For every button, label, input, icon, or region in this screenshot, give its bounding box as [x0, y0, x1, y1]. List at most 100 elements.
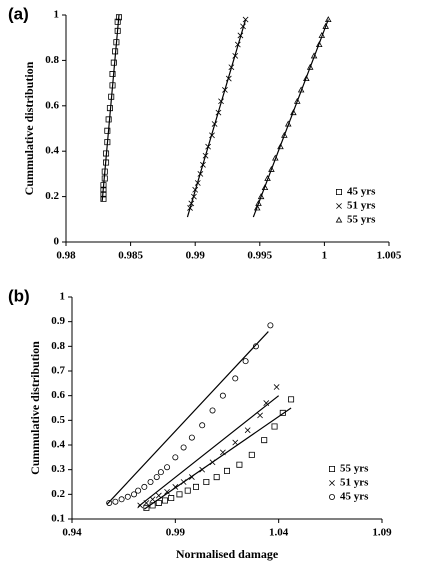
data-point	[168, 495, 175, 502]
data-point	[172, 454, 179, 461]
legend-marker	[335, 216, 343, 223]
y-tick-label: 0.8	[45, 54, 59, 66]
fit-line	[101, 14, 120, 202]
data-point	[105, 116, 112, 123]
data-point	[211, 121, 218, 127]
x-tick-label: 1	[322, 250, 328, 262]
data-point	[164, 488, 170, 495]
data-point	[112, 498, 119, 505]
data-point	[310, 52, 318, 59]
data-point	[273, 384, 280, 390]
data-point	[108, 93, 115, 100]
data-point	[263, 400, 270, 406]
legend-marker	[328, 494, 336, 500]
data-point	[261, 184, 269, 190]
data-point	[104, 139, 111, 146]
y-tick-label: 0.3	[51, 463, 65, 475]
data-point	[157, 469, 164, 476]
data-point	[153, 474, 160, 481]
data-point	[257, 412, 263, 419]
x-tick-label: 0.94	[62, 527, 82, 539]
data-point	[106, 500, 113, 506]
y-axis-label: Cummulative distribution	[28, 341, 42, 475]
y-tick-label: 0.1	[51, 513, 65, 525]
data-point	[199, 422, 206, 429]
data-point	[188, 434, 195, 441]
data-point	[114, 27, 121, 34]
data-point	[124, 493, 131, 500]
data-point	[242, 16, 249, 23]
data-point	[225, 75, 232, 82]
data-point	[199, 466, 206, 473]
y-tick-label: 1	[60, 291, 66, 303]
data-point	[244, 427, 251, 434]
data-point	[205, 143, 212, 150]
data-point	[172, 484, 179, 490]
panel-label: (a)	[8, 4, 29, 23]
data-point	[180, 479, 187, 485]
x-tick-label: 1.09	[372, 527, 392, 539]
data-point	[234, 41, 241, 48]
x-tick-label: 0.985	[118, 250, 143, 262]
data-point	[252, 343, 259, 350]
legend-marker	[329, 480, 335, 486]
data-point	[176, 491, 183, 498]
y-tick-label: 0.6	[51, 389, 65, 401]
data-point	[232, 439, 239, 446]
legend-marker	[336, 203, 342, 209]
data-point	[261, 437, 268, 444]
data-point	[215, 109, 222, 116]
data-point	[143, 500, 150, 506]
x-tick-label: 0.98	[56, 250, 76, 262]
legend-label: 51 yrs	[340, 477, 369, 489]
data-point	[209, 407, 216, 414]
legend-label: 45 yrs	[340, 491, 369, 503]
data-point	[281, 131, 288, 138]
data-point	[106, 105, 113, 112]
data-point	[130, 491, 138, 498]
fit-line	[106, 331, 269, 505]
data-point	[155, 499, 162, 506]
data-point	[188, 474, 195, 480]
data-point	[193, 483, 199, 490]
x-tick-label: 1.005	[377, 250, 402, 262]
y-tick-label: 0.8	[51, 340, 65, 352]
data-point	[115, 14, 122, 21]
panel-label: (b)	[8, 286, 30, 305]
legend-marker	[329, 466, 335, 472]
data-point	[222, 87, 228, 93]
data-point	[315, 41, 323, 47]
data-point	[253, 204, 261, 211]
data-point	[191, 193, 197, 200]
data-point	[180, 444, 187, 451]
y-tick-label: 0.2	[51, 488, 65, 500]
data-point	[114, 18, 121, 25]
data-point	[213, 474, 220, 481]
y-tick-label: 0.5	[51, 414, 65, 426]
data-point	[219, 449, 226, 456]
data-point	[109, 82, 116, 89]
data-point	[277, 143, 284, 150]
data-point	[184, 487, 191, 494]
data-point	[149, 496, 156, 503]
data-point	[164, 464, 171, 471]
data-point	[188, 200, 195, 207]
data-point	[100, 182, 107, 189]
y-tick-label: 0.9	[51, 315, 65, 327]
y-tick-label: 0.7	[51, 365, 65, 377]
data-point	[232, 52, 239, 59]
data-point	[113, 39, 120, 46]
x-tick-label: 0.995	[247, 250, 272, 262]
data-point	[236, 461, 243, 468]
data-point	[103, 150, 110, 157]
data-point	[100, 191, 107, 198]
data-point	[192, 186, 199, 193]
data-point	[162, 497, 168, 504]
data-point	[290, 109, 297, 116]
data-point	[237, 32, 244, 39]
data-point	[197, 171, 204, 177]
data-point	[143, 504, 150, 511]
data-point	[109, 71, 116, 78]
data-point	[240, 23, 246, 30]
